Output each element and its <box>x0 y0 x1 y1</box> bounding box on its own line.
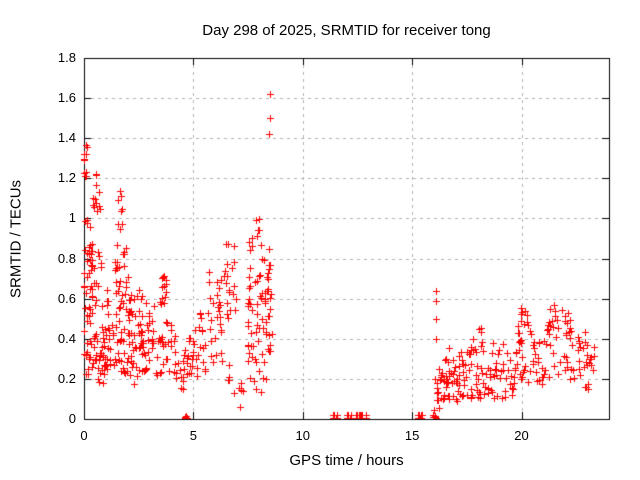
y-tick-label: 0 <box>68 411 76 426</box>
y-tick-label: 1.2 <box>57 170 76 186</box>
y-tick-label: 0.2 <box>57 370 76 386</box>
y-tick-label: 0.4 <box>57 330 76 346</box>
y-tick-label: 1 <box>68 210 76 226</box>
y-tick-label: 1.6 <box>57 90 76 106</box>
x-axis-label: GPS time / hours <box>289 452 404 469</box>
y-tick-label: 1.8 <box>57 50 76 65</box>
x-tick-label: 10 <box>295 428 310 443</box>
y-tick-label: 0.8 <box>57 250 76 266</box>
x-tick-label: 5 <box>189 428 197 443</box>
chart-title: Day 298 of 2025, SRMTID for receiver ton… <box>202 22 491 39</box>
x-tick-label: 20 <box>514 428 529 443</box>
x-tick-label: 15 <box>404 428 420 443</box>
x-tick-label: 0 <box>80 428 88 443</box>
y-axis-label: SRMTID / TECUs <box>7 179 25 298</box>
y-tick-label: 0.6 <box>57 290 76 306</box>
y-tick-label: 1.4 <box>57 130 76 146</box>
